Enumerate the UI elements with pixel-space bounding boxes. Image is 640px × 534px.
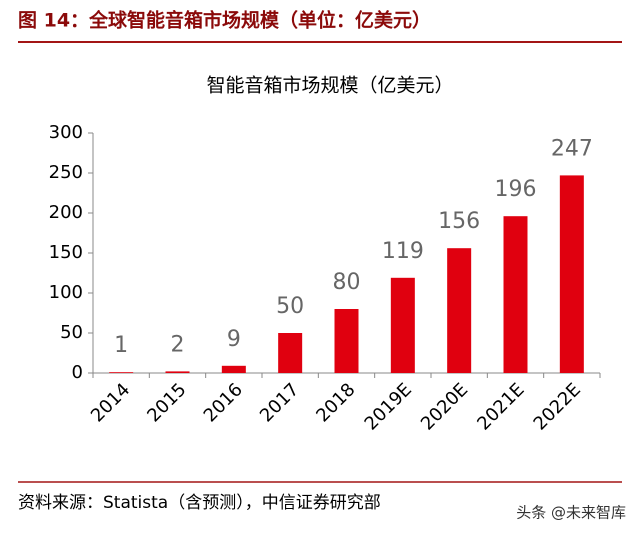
x-tick-label: 2014: [87, 379, 134, 426]
y-tick-label: 0: [72, 362, 83, 383]
y-tick-label: 150: [49, 242, 83, 263]
value-label: 9: [227, 327, 241, 352]
bar: [559, 175, 584, 373]
x-tick-label: 2016: [200, 379, 247, 426]
bar: [109, 372, 134, 373]
bar: [503, 216, 528, 373]
source-note: 资料来源：Statista（含预测），中信证券研究部: [18, 493, 381, 513]
bar: [447, 248, 472, 373]
bar: [221, 365, 246, 373]
watermark: 头条 @未来智库: [516, 504, 626, 522]
value-label: 156: [438, 209, 480, 234]
y-tick-label: 100: [49, 282, 83, 303]
y-tick-label: 50: [60, 322, 83, 343]
value-label: 50: [276, 294, 304, 319]
value-label: 2: [171, 332, 185, 357]
figure-title: 图 14：全球智能音箱市场规模（单位：亿美元）: [18, 9, 431, 32]
x-tick-label: 2021E: [473, 379, 528, 434]
value-label: 119: [382, 239, 424, 264]
y-tick-label: 200: [49, 202, 83, 223]
value-label: 1: [114, 333, 128, 358]
y-tick-label: 250: [49, 162, 83, 183]
value-label: 247: [551, 136, 593, 161]
bar: [165, 371, 190, 373]
x-tick-label: 2018: [312, 379, 359, 426]
x-tick-label: 2019E: [361, 379, 416, 434]
bar: [334, 309, 359, 373]
bar: [278, 333, 303, 373]
x-tick-label: 2015: [143, 379, 190, 426]
value-label: 80: [333, 270, 361, 295]
bar: [390, 277, 415, 373]
y-tick-label: 300: [49, 122, 83, 143]
value-label: 196: [495, 177, 537, 202]
x-tick-label: 2017: [256, 379, 303, 426]
chart-title: 智能音箱市场规模（亿美元）: [206, 75, 453, 97]
x-tick-label: 2020E: [417, 379, 472, 434]
x-tick-label: 2022E: [530, 379, 585, 434]
